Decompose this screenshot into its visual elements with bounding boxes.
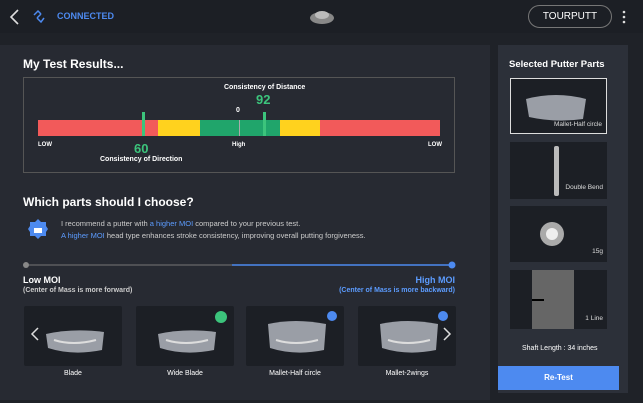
- putter-image: [380, 321, 438, 353]
- menu[interactable]: [620, 9, 628, 25]
- putter-name: Mallet-2wings: [385, 370, 429, 377]
- low-moi-note: (Center of Mass is more forward): [23, 287, 133, 294]
- used-badge: [215, 311, 227, 323]
- recommend-line-2: A higher MOI head type enhances stroke c…: [61, 231, 366, 240]
- putter-image: [268, 321, 326, 353]
- high-label: High: [232, 142, 246, 148]
- choose-title: Which parts should I choose?: [23, 195, 194, 209]
- part-name: 1 Line: [585, 315, 603, 322]
- part-card[interactable]: 15g: [510, 206, 607, 262]
- part-name: Double Bend: [565, 184, 603, 191]
- device-button[interactable]: TOURPUTT: [528, 5, 612, 28]
- retest-button[interactable]: Re-Test: [498, 366, 619, 390]
- high-moi-note: (Center of Mass is more backward): [339, 287, 455, 294]
- putter-image: [46, 330, 104, 353]
- putter-card[interactable]: [24, 306, 122, 366]
- part-image: [532, 270, 574, 329]
- part-card[interactable]: Double Bend: [510, 142, 607, 199]
- shaft-length: Shaft Length : 34 inches: [522, 345, 598, 352]
- top-bar: CONNECTED TOURPUTT: [0, 0, 643, 33]
- thumb-icon: [28, 219, 48, 239]
- text: head type enhances stroke consistency, i…: [104, 231, 366, 240]
- back-button[interactable]: [8, 8, 22, 26]
- device-name: TOURPUTT: [542, 11, 598, 22]
- text: compared to your previous test.: [193, 219, 301, 228]
- highlight: a higher MOI: [149, 219, 194, 228]
- prev-arrow[interactable]: [30, 326, 40, 342]
- selected-badge: [438, 311, 448, 321]
- moi-slider[interactable]: [22, 260, 458, 270]
- part-card[interactable]: 1 Line: [510, 270, 607, 329]
- highlight: A higher MOI: [61, 231, 105, 240]
- part-name: Mallet-Half circle: [553, 121, 602, 128]
- side-title: Selected Putter Parts: [509, 59, 605, 70]
- part-image: [540, 222, 564, 246]
- recommend-line-1: I recommend a putter with a higher MOI c…: [61, 219, 300, 228]
- center-line: [239, 120, 240, 136]
- low-right: LOW: [428, 142, 442, 148]
- selected-badge: [327, 311, 337, 321]
- part-image: [526, 95, 586, 121]
- high-moi: High MOI: [415, 275, 456, 285]
- status: CONNECTED: [57, 11, 115, 21]
- zero-label: 0: [236, 107, 240, 114]
- part-card[interactable]: Mallet-Half circle: [510, 78, 607, 134]
- results-title: My Test Results...: [23, 57, 124, 71]
- low-moi: Low MOI: [23, 275, 61, 285]
- logo: [310, 11, 334, 24]
- text: I recommend a putter with: [61, 219, 150, 228]
- low-left: LOW: [38, 142, 52, 148]
- link-icon: [33, 9, 45, 24]
- putter-name: Wide Blade: [167, 370, 203, 377]
- distance-marker: [263, 112, 266, 136]
- results-box: [23, 77, 455, 173]
- putter-name: Mallet-Half circle: [269, 370, 321, 377]
- distance-value: 92: [256, 92, 271, 107]
- distance-label: Consistency of Distance: [224, 84, 306, 91]
- next-arrow[interactable]: [442, 326, 452, 342]
- direction-value: 60: [134, 141, 149, 156]
- part-name: 15g: [592, 248, 603, 255]
- part-image: [554, 146, 559, 196]
- retest-label: Re-Test: [544, 373, 573, 382]
- direction-marker: [142, 112, 145, 136]
- putter-name: Blade: [64, 370, 82, 377]
- direction-label: Consistency of Direction: [100, 156, 183, 163]
- putter-image: [158, 330, 216, 353]
